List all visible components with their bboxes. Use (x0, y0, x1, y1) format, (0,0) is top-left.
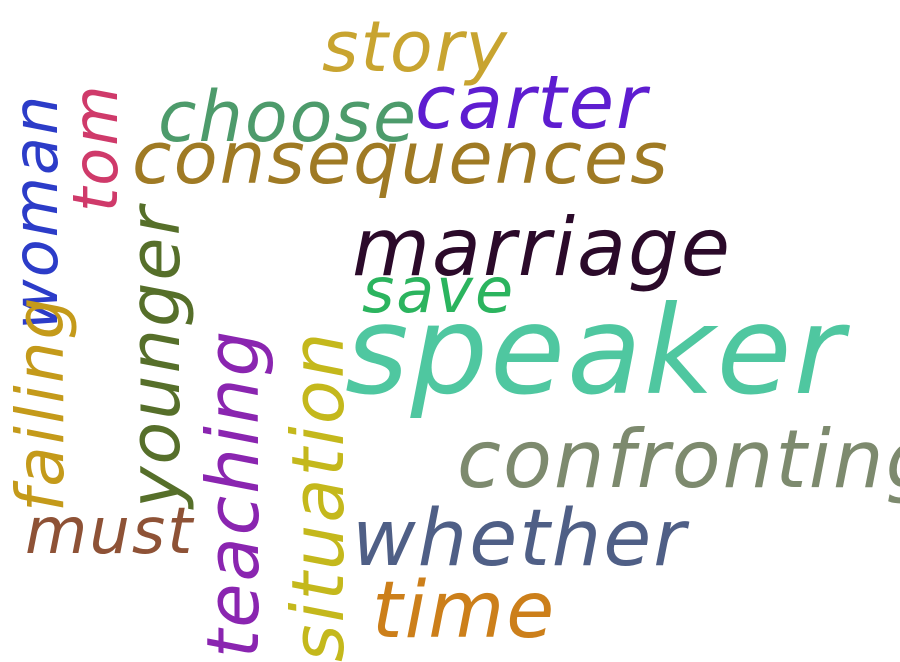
word-younger: younger (114, 204, 196, 508)
word-tom: tom (59, 83, 132, 212)
word-consequences: consequences (132, 116, 670, 200)
word-teaching: teaching (191, 328, 275, 658)
word-speaker: speaker (345, 280, 846, 422)
word-story: story (322, 6, 509, 88)
word-time: time (372, 566, 557, 656)
word-confronting: confronting (457, 413, 900, 506)
word-failing: failing (2, 295, 79, 512)
word-situation: situation (276, 330, 360, 662)
word-woman: woman (0, 93, 72, 330)
word-must: must (25, 495, 195, 569)
word-whether: whether (352, 494, 688, 584)
word-save: save (362, 254, 516, 327)
word-carter: carter (415, 60, 649, 146)
word-choose: choose (158, 76, 419, 158)
word-marriage: marriage (352, 201, 732, 294)
